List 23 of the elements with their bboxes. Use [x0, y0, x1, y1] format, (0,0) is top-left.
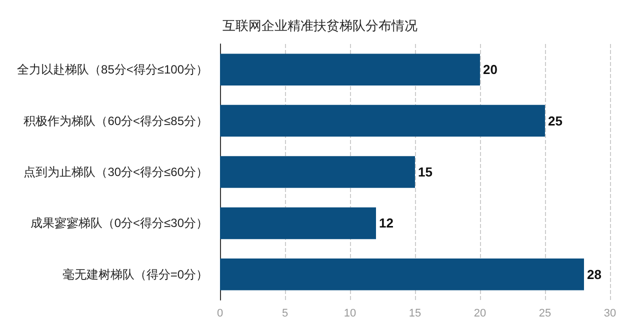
x-tick-label: 30: [604, 308, 616, 320]
data-label: 20: [483, 62, 498, 78]
bar: [220, 258, 584, 290]
y-tick-label: 点到为止梯队（30分<得分≤60分）: [24, 165, 208, 179]
y-tick-label: 积极作为梯队（60分<得分≤85分）: [24, 114, 208, 128]
data-label: 28: [587, 266, 602, 282]
bar: [220, 156, 415, 188]
x-tick-label: 0: [216, 308, 224, 320]
y-tick-label: 毫无建树梯队（得分=0分）: [62, 267, 208, 282]
data-label: 15: [418, 164, 432, 180]
bar: [220, 207, 376, 240]
chart-title: 互联网企业精准扶贫梯队分布情况: [222, 18, 418, 33]
x-tick-label: 20: [474, 308, 486, 320]
data-label: 12: [379, 216, 394, 231]
bar: [220, 54, 480, 86]
x-tick-label: 5: [282, 308, 288, 320]
x-tick-label: 10: [344, 308, 356, 320]
bar: [220, 104, 545, 137]
y-tick-label: 全力以赴梯队（85分<得分≤100分）: [17, 62, 208, 77]
x-tick-label: 15: [408, 308, 422, 320]
y-tick-label: 成果寥寥梯队（0分<得分≤30分）: [30, 216, 208, 230]
data-label: 25: [548, 113, 562, 128]
x-tick-label: 25: [538, 308, 552, 320]
